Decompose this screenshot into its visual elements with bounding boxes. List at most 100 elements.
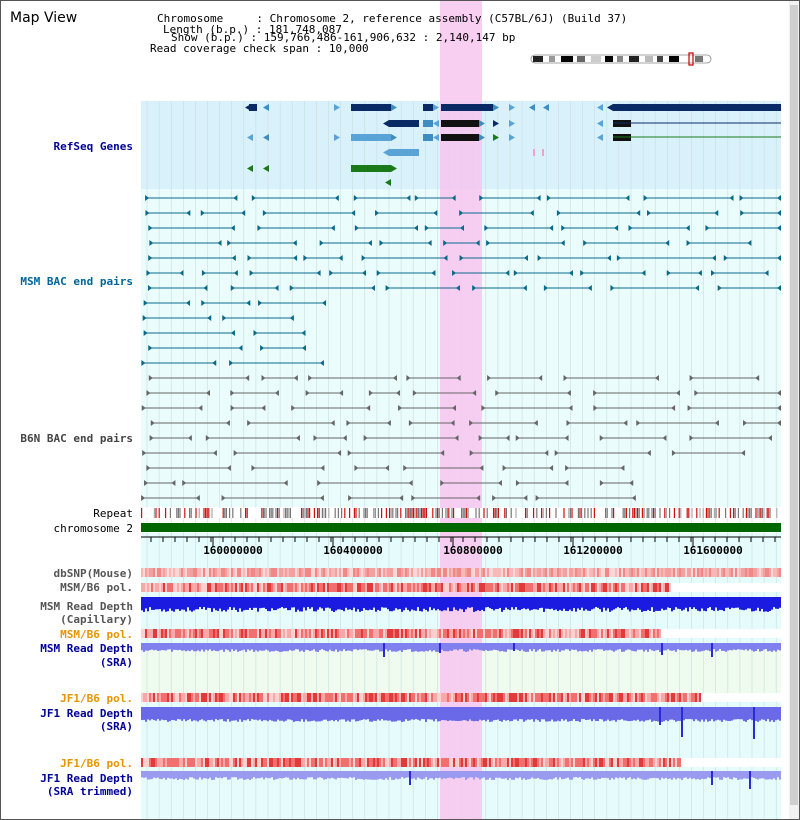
msm-depth-sra [301,643,303,651]
track-label-refseq[interactable]: RefSeq Genes [53,140,133,153]
jf1-pol-strip [149,693,151,702]
msm-pol-strip [559,583,561,592]
jf1-depth-trim [267,771,269,779]
jf1-pol-strip [615,693,617,702]
jf1-pol-strip [417,693,419,702]
dbsnp-strip [307,568,309,577]
jf1-depth-sra [303,707,305,722]
msm-depth-cap [699,597,701,612]
msm-depth-sra [277,643,279,652]
jf1-depth-trim [621,771,623,779]
msm-pol-strip [141,583,143,592]
jf1-depth-sra [523,707,525,722]
jf1-depth-sra [253,707,255,720]
dbsnp-strip [269,568,271,577]
msm-depth-cap [691,597,693,610]
jf1-depth-trim [477,771,479,778]
jf1-depth-sra [347,707,349,721]
jf1-depth-trim [329,771,331,779]
track-label-msm-depth-sra[interactable]: MSM Read Depth [40,642,133,655]
track-label-msm-pol-2[interactable]: MSM/B6 pol. [60,628,133,641]
track-label-dbsnp[interactable]: dbSNP(Mouse) [53,567,133,580]
jf1-depth-sra [351,707,353,720]
bac-end [625,195,630,201]
msm-pol2-strip [583,629,585,638]
dbsnp-strip [537,568,539,577]
jf1-depth-sra [345,707,347,722]
jf1-depth-sra [259,707,261,720]
dbsnp-strip [241,568,243,577]
repeat-element [408,508,410,518]
jf1-depth-trim [441,771,443,780]
msm-pol2-strip [735,629,737,638]
msm-pol-strip [391,583,393,592]
dbsnp-strip [703,568,705,577]
msm-pol-strip [219,583,221,592]
bac-end [687,405,692,411]
msm-depth-cap [235,597,237,610]
track-label-msm-pol[interactable]: MSM/B6 pol. [60,581,133,594]
bac-end [148,225,153,231]
track-label-jf1-depth-trim[interactable]: JF1 Read Depth [40,772,133,785]
jf1-depth-trim [463,771,465,778]
track-label-repeat[interactable]: Repeat [93,507,133,520]
jf1-depth-trim [511,771,513,780]
msm-pol2-strip [307,629,309,638]
bac-end [535,495,540,501]
bac-end [472,390,477,396]
msm-depth-cap [469,597,471,608]
msm-depth-sra-spike [661,643,663,655]
msm-pol-strip [627,583,629,592]
jf1-pol-strip [663,693,665,702]
jf1-depth-trim [349,771,351,778]
jf1-depth-sra [633,707,635,721]
msm-pol-strip [405,583,407,592]
jf1-depth-sra [577,707,579,722]
jf1-pol2-strip [481,758,483,767]
track-label-jf1-depth-sra[interactable]: JF1 Read Depth [40,707,133,720]
msm-depth-sra [419,643,421,652]
jf1-pol-strip [605,693,607,702]
dbsnp-strip [463,568,465,577]
jf1-pol-strip [231,693,233,702]
view-title: Map View [10,10,78,26]
repeat-element [622,508,624,518]
msm-depth-cap [355,597,357,612]
msm-pol2-strip [393,629,395,638]
jf1-pol-strip [285,693,287,702]
jf1-depth-sra [557,707,559,721]
jf1-depth-sra [463,707,465,720]
jf1-depth-sra [483,707,485,720]
jf1-pol2-strip [295,758,297,767]
track-label-jf1-pol-2[interactable]: JF1/B6 pol. [60,757,133,770]
track-label-jf1-pol[interactable]: JF1/B6 pol. [60,692,133,705]
scrollbar-thumb[interactable] [790,5,798,805]
jf1-pol-strip [381,693,383,702]
msm-depth-sra [573,643,575,650]
repeat-element [494,508,496,518]
msm-depth-sra [181,643,183,651]
jf1-pol-strip [397,693,399,702]
track-label-msm-depth-cap[interactable]: MSM Read Depth [40,600,133,613]
msm-depth-sra [645,643,647,650]
jf1-pol2-strip [275,758,277,767]
jf1-pol2-strip [603,758,605,767]
repeat-element [337,508,339,518]
msm-depth-sra [587,643,589,652]
jf1-pol2-strip [699,758,701,767]
msm-pol2-strip [693,629,695,638]
dbsnp-strip [367,568,369,577]
msm-depth-sra [279,643,281,652]
track-label-msm-bac[interactable]: MSM BAC end pairs [20,275,133,288]
msm-pol-strip [487,583,489,592]
jf1-depth-trim [201,771,203,780]
jf1-pol2-strip [371,758,373,767]
bac-end [182,480,187,486]
msm-pol-strip [349,583,351,592]
track-label-b6n-bac[interactable]: B6N BAC end pairs [20,432,133,445]
jf1-pol-strip [771,693,773,702]
gene-arrow [334,104,340,111]
msm-depth-cap [643,597,645,611]
msm-depth-cap [725,597,727,608]
